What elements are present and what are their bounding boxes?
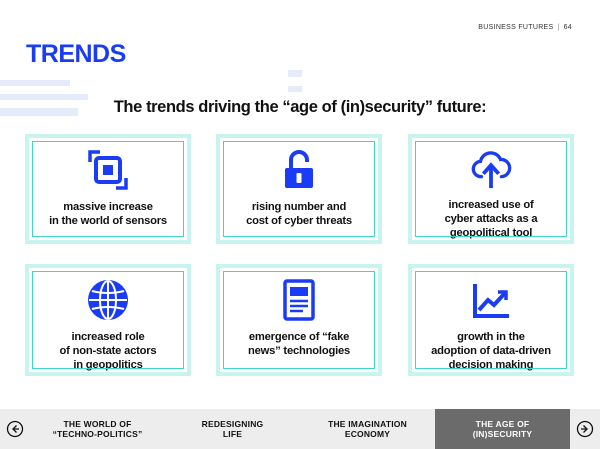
nav-imagination-economy[interactable]: THE IMAGINATION ECONOMY [328,419,407,439]
microchip-icon [88,150,128,190]
cloud-upload-icon [471,151,512,189]
trend-card-cyber-threats: rising number and cost of cyber threats [216,134,382,244]
trend-card-label: massive increase in the world of sensors [49,201,167,227]
decorative-bar [0,108,78,116]
next-page-button[interactable] [570,409,600,449]
trend-card-label: growth in the adoption of data-driven de… [431,331,551,371]
decorative-bar [288,70,302,77]
decorative-bar [288,86,302,92]
nav-age-of-insecurity[interactable]: THE AGE OF (IN)SECURITY [435,409,570,449]
trend-card-label: increased role of non-state actors in ge… [59,331,157,371]
trend-card-label: increased use of cyber attacks as a geop… [444,199,538,239]
decorative-bar [0,80,70,86]
nav-redesigning-life[interactable]: REDESIGNING LIFE [201,419,264,439]
nav-techno-politics[interactable]: THE WORLD OF “TECHNO-POLITICS” [52,419,143,439]
globe-icon [88,280,128,320]
trend-card-data-driven: growth in the adoption of data-driven de… [408,264,574,376]
arrow-right-circle-icon [576,420,594,438]
trend-card-cyber-attacks: increased use of cyber attacks as a geop… [408,134,574,244]
page-subtitle: The trends driving the “age of (in)secur… [113,98,487,116]
prev-page-button[interactable] [0,409,30,449]
trend-card-label: rising number and cost of cyber threats [246,201,352,227]
arrow-left-circle-icon [6,420,24,438]
page-header-meta: BUSINESS FUTURES | 64 [478,24,572,31]
unlocked-padlock-icon [285,150,313,188]
decorative-bar [0,94,88,100]
line-chart-icon [473,284,509,318]
trend-card-non-state-actors: increased role of non-state actors in ge… [25,264,191,376]
page-number: 64 [563,24,572,31]
footer-navigation: THE WORLD OF “TECHNO-POLITICS” REDESIGNI… [0,409,600,449]
section-title: TRENDS [26,40,126,68]
trend-card-fake-news: emergence of “fake news” technologies [216,264,382,376]
trend-card-label: emergence of “fake news” technologies [247,331,351,357]
publication-name: BUSINESS FUTURES [478,24,554,31]
trend-card-sensors: massive increase in the world of sensors [25,134,191,244]
news-document-icon [283,279,315,321]
